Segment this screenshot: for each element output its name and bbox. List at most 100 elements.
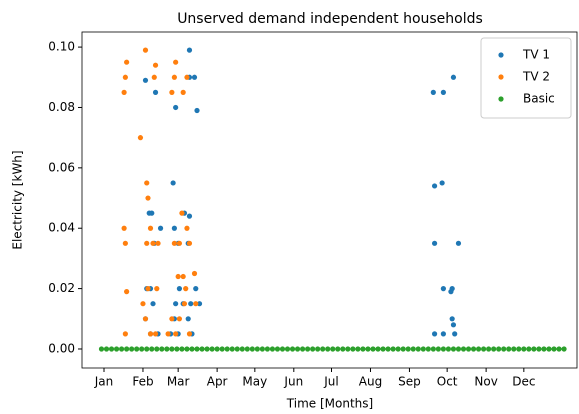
point [150,240,156,246]
point [122,74,128,80]
point [152,89,159,95]
point [124,59,130,65]
point [455,346,462,352]
point [360,346,366,352]
point [445,346,452,352]
point [491,346,497,352]
point [224,346,230,352]
point [194,346,200,352]
x-tick-label: Dec [512,375,535,389]
point [506,346,512,352]
y-tick-label: 0.04 [48,221,75,235]
point [186,240,193,246]
point [511,346,517,352]
y-tick-label: 0.00 [48,341,75,355]
point [142,47,149,53]
legend-marker [498,52,504,58]
x-axis-label: Time [Months] [286,397,373,411]
point [325,346,331,352]
point [186,331,193,337]
point [274,346,281,352]
point [137,135,144,141]
point [320,346,326,352]
point [169,316,175,322]
x-tick-label: Jun [283,375,303,389]
point [390,346,396,352]
x-tick-label: Feb [132,375,153,389]
x-tick-label: Mar [167,375,190,389]
point [189,346,195,352]
point [449,286,455,292]
point [370,346,376,352]
point [108,346,115,352]
point [176,286,183,292]
point [219,346,225,352]
point [395,346,401,352]
point [175,273,181,280]
point [345,346,351,352]
chart-title: Unserved demand independent households [177,11,483,27]
point [551,346,557,352]
point [294,346,301,352]
point [176,316,183,322]
x-tick-label: May [242,375,267,389]
point [154,286,160,292]
point [186,213,193,219]
point [173,301,179,307]
point [450,346,457,352]
point [410,346,416,352]
point [501,346,507,352]
x-tick-label: Oct [437,375,458,389]
point [450,322,457,328]
y-tick-label: 0.10 [48,40,75,54]
point [269,346,276,352]
point [405,346,411,352]
point [431,183,438,189]
point [556,346,562,352]
point [139,346,145,352]
point [375,346,381,352]
point [239,346,245,352]
point [147,225,154,231]
point [171,240,177,246]
point [152,331,159,337]
point [170,180,176,186]
point [179,346,185,352]
x-tick-label: Jul [323,375,338,389]
point [452,331,458,337]
point [188,301,194,307]
point [440,346,446,352]
point [169,346,175,352]
point [244,346,250,352]
point [196,301,203,307]
point [154,346,160,352]
point [142,316,149,322]
point [425,346,431,352]
point [486,346,492,352]
point [521,346,527,352]
point [171,74,177,80]
point [199,346,205,352]
point [470,346,477,352]
legend-marker [498,96,504,102]
point [98,346,105,352]
point [249,346,255,352]
point [310,346,316,352]
point [173,104,179,111]
point [191,74,198,80]
point [561,346,567,352]
legend-label: TV 2 [522,70,550,84]
x-tick-label: Sep [398,375,421,389]
point [440,89,446,95]
legend-label: TV 1 [522,48,550,62]
point [465,346,472,352]
point [420,346,426,352]
point [385,346,391,352]
point [157,225,164,231]
point [435,346,441,352]
x-tick-label: Aug [359,375,382,389]
point [279,346,286,352]
point [315,346,321,352]
point [176,240,183,246]
